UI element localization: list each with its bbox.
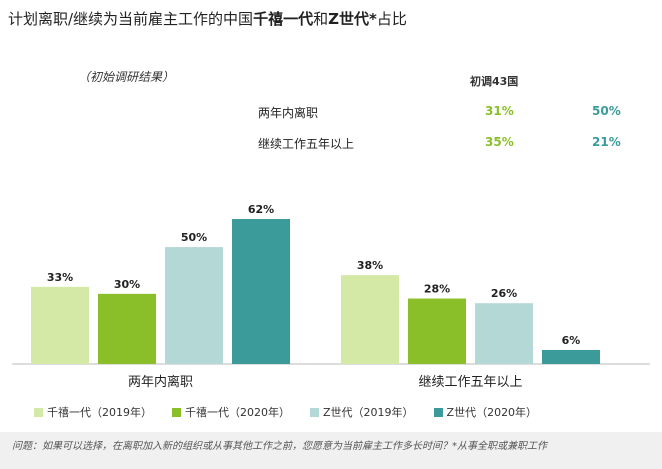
summary-row-value-genz: 21% xyxy=(592,135,621,149)
legend-swatch xyxy=(34,407,43,417)
data-label: 6% xyxy=(562,334,581,347)
legend-label: 千禧一代（2020年） xyxy=(185,406,290,419)
legend-item: Z世代（2020年） xyxy=(433,404,538,420)
summary-row-label: 两年内离职 xyxy=(258,106,319,120)
chart-legend: 千禧一代（2019年） 千禧一代（2020年） Z世代（2019年） Z世代（2… xyxy=(34,404,537,420)
chart-subtitle: （初始调研结果） xyxy=(78,70,175,84)
category-label: 继续工作五年以上 xyxy=(418,375,522,390)
bar xyxy=(341,275,399,364)
summary-row-value-millennial: 35% xyxy=(485,135,514,149)
data-label: 30% xyxy=(114,278,140,291)
bar xyxy=(542,349,600,364)
data-label: 38% xyxy=(357,259,383,272)
bar xyxy=(165,247,223,364)
legend-label: 千禧一代（2019年） xyxy=(47,406,152,419)
legend-item: Z世代（2019年） xyxy=(310,404,414,420)
legend-item: 千禧一代（2020年） xyxy=(172,404,290,420)
legend-label: Z世代（2019年） xyxy=(323,406,414,419)
legend-item: 千禧一代（2019年） xyxy=(34,404,152,420)
data-label: 33% xyxy=(47,271,73,284)
legend-label: Z世代（2020年） xyxy=(446,406,538,419)
summary-row-value-genz: 50% xyxy=(592,104,621,118)
bar xyxy=(408,298,466,364)
data-label: 50% xyxy=(181,231,207,244)
data-label: 62% xyxy=(248,203,274,216)
legend-swatch xyxy=(172,407,181,417)
bar xyxy=(98,293,156,364)
summary-row-value-millennial: 31% xyxy=(485,104,514,118)
summary-header: 初调43国 xyxy=(470,75,519,88)
data-label: 28% xyxy=(424,283,450,296)
data-label: 26% xyxy=(491,287,517,300)
category-label: 两年内离职 xyxy=(128,374,193,390)
legend-swatch xyxy=(310,407,319,417)
bar xyxy=(31,286,89,364)
legend-swatch xyxy=(433,407,443,417)
bar xyxy=(475,303,533,364)
footnote: 问题：如果可以选择，在离职加入新的组织或从事其他工作之前，您愿意为当前雇主工作多… xyxy=(0,432,662,469)
summary-row-label: 继续工作五年以上 xyxy=(258,137,355,151)
chart-title: 计划离职/继续为当前雇主工作的中国千禧一代和Z世代*占比 xyxy=(8,10,407,28)
bar xyxy=(232,219,290,364)
